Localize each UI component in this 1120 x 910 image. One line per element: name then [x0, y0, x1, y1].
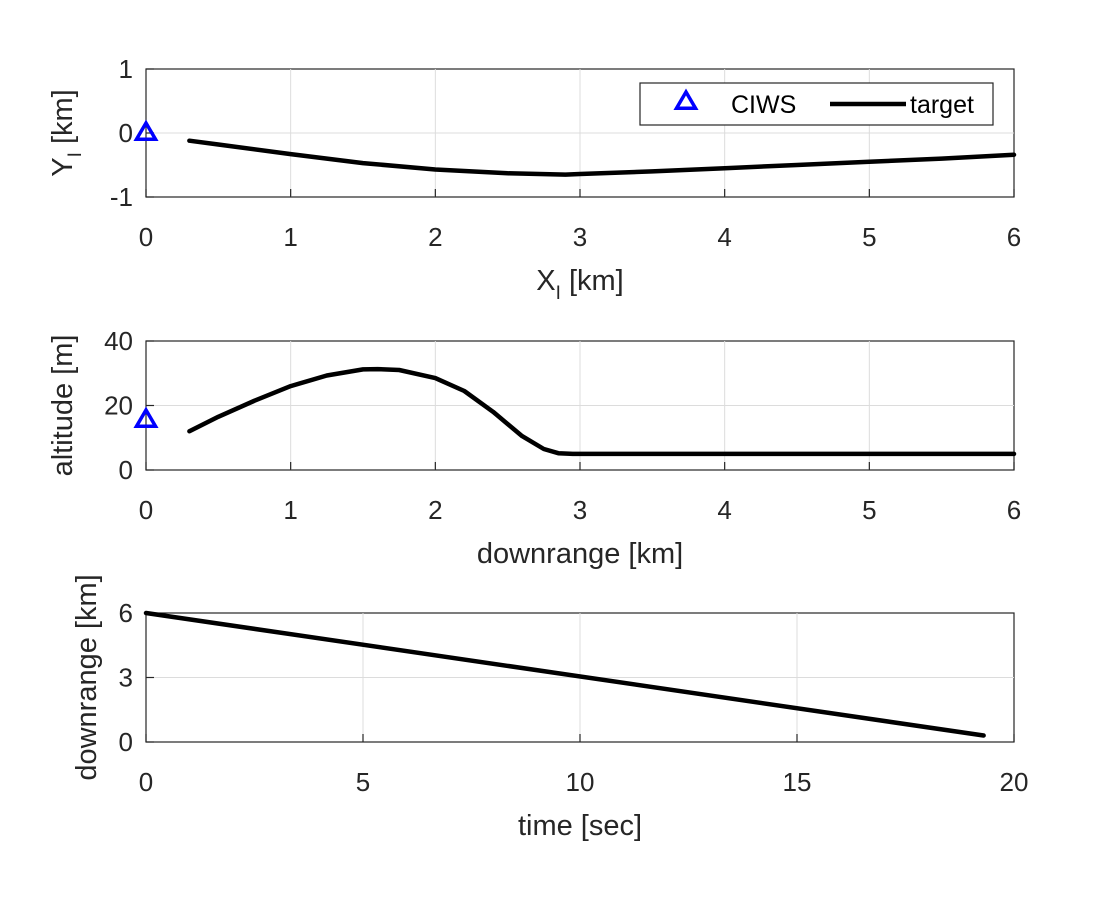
x-tick-label: 5	[862, 222, 876, 252]
y-tick-label: 20	[104, 391, 133, 421]
y-tick-label: 40	[104, 326, 133, 356]
legend-box	[639, 82, 994, 126]
y-tick-label: 1	[119, 54, 133, 84]
x-tick-label: 5	[356, 767, 370, 797]
x-tick-label: 20	[1000, 767, 1029, 797]
y-tick-label: 0	[119, 727, 133, 757]
ciws-marker	[133, 406, 159, 428]
chart-panel-2: 0 1 2 3 4 5 6 0 20 40 downrange [km] altitude [m]	[47, 326, 1021, 570]
x-tick-label: 1	[283, 222, 297, 252]
x-tick-label: 10	[566, 767, 595, 797]
y-axis-label: YI [km]	[47, 89, 86, 176]
y-tick-label: -1	[110, 182, 133, 212]
x-tick-label: 3	[573, 222, 587, 252]
x-tick-label: 0	[139, 495, 153, 525]
x-tick-label: 1	[283, 495, 297, 525]
y-axis-label: altitude [m]	[47, 335, 79, 477]
x-tick-label: 2	[428, 495, 442, 525]
x-tick-label: 6	[1007, 495, 1021, 525]
y-tick-label: 3	[119, 663, 133, 693]
x-tick-label: 2	[428, 222, 442, 252]
legend-label-ciws: CIWS	[731, 91, 796, 119]
x-axis-label: XI [km]	[536, 265, 623, 304]
ciws-marker	[133, 119, 159, 141]
x-tick-label: 4	[717, 495, 731, 525]
x-axis-label: downrange [km]	[477, 538, 683, 570]
legend-label-target: target	[910, 91, 974, 119]
x-tick-label: 3	[573, 495, 587, 525]
y-tick-label: 6	[119, 598, 133, 628]
target-series-line	[143, 610, 986, 738]
x-tick-label: 4	[717, 222, 731, 252]
legend: CIWS target	[639, 82, 994, 126]
x-tick-label: 6	[1007, 222, 1021, 252]
y-tick-label: 0	[119, 118, 133, 148]
chart-panel-3: 0 5 10 15 20 0 3 6 time [sec] downrange [km]	[71, 574, 1028, 842]
y-axis-label: downrange [km]	[71, 574, 103, 780]
target-series-line	[187, 138, 1017, 177]
legend-ciws-marker	[673, 88, 699, 110]
y-tick-label: 0	[119, 455, 133, 485]
x-tick-label: 0	[139, 767, 153, 797]
x-axis-label: time [sec]	[518, 810, 642, 842]
x-tick-label: 0	[139, 222, 153, 252]
target-series-line	[187, 366, 1017, 457]
x-tick-label: 5	[862, 495, 876, 525]
x-tick-label: 15	[783, 767, 812, 797]
